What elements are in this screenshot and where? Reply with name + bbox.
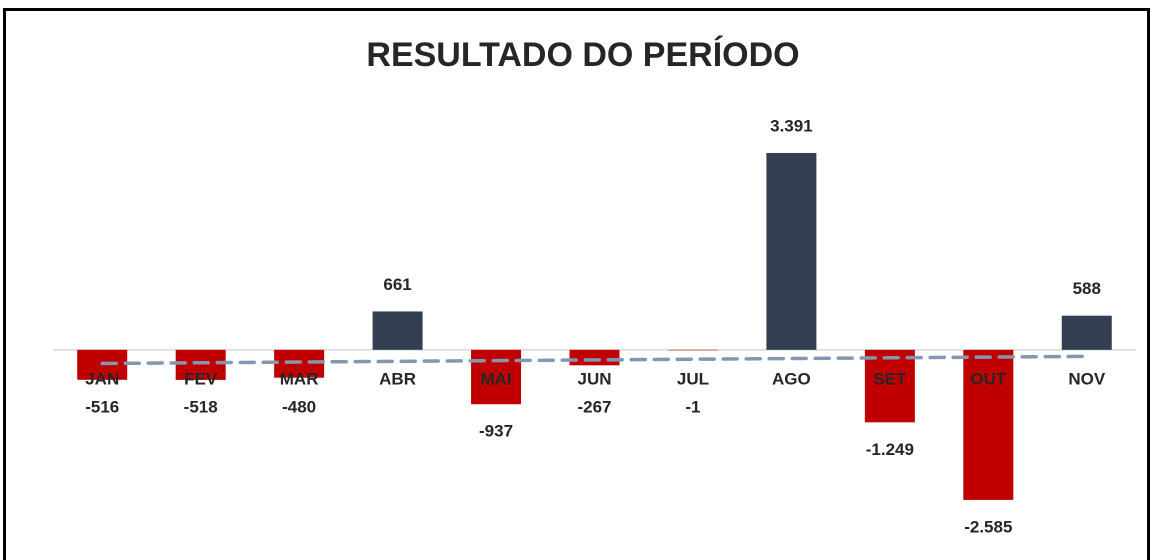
x-tick-label: NOV	[1068, 369, 1106, 388]
bar	[864, 349, 915, 423]
value-label: -1.249	[866, 440, 914, 459]
x-tick-label: OUT	[970, 369, 1007, 388]
x-tick-label: MAR	[280, 369, 319, 388]
value-label: 3.391	[770, 116, 813, 135]
chart-title: RESULTADO DO PERÍODO	[366, 36, 799, 74]
bar	[372, 311, 423, 350]
value-label: -2.585	[964, 517, 1012, 536]
value-label: 588	[1073, 279, 1101, 298]
value-label: -1	[685, 397, 700, 416]
x-tick-label: SET	[873, 369, 907, 388]
bar	[569, 349, 620, 366]
bar	[1061, 315, 1112, 350]
value-label: 661	[383, 275, 411, 294]
bar	[667, 349, 718, 351]
bar	[175, 349, 226, 380]
value-label: -518	[184, 397, 218, 416]
value-label: -937	[479, 422, 513, 441]
value-label: -480	[282, 397, 316, 416]
x-tick-label: ABR	[379, 369, 416, 388]
trendline	[100, 354, 1089, 366]
value-label: -267	[577, 397, 611, 416]
x-tick-label: JAN	[85, 369, 119, 388]
value-label: -516	[85, 397, 119, 416]
x-tick-label: JUL	[677, 369, 709, 388]
bar	[963, 349, 1014, 500]
x-tick-label: FEV	[184, 369, 218, 388]
x-tick-label: MAI	[480, 369, 511, 388]
x-tick-label: AGO	[772, 369, 811, 388]
chart-frame	[3, 8, 1150, 560]
x-tick-label: JUN	[577, 369, 611, 388]
bar	[766, 152, 817, 350]
